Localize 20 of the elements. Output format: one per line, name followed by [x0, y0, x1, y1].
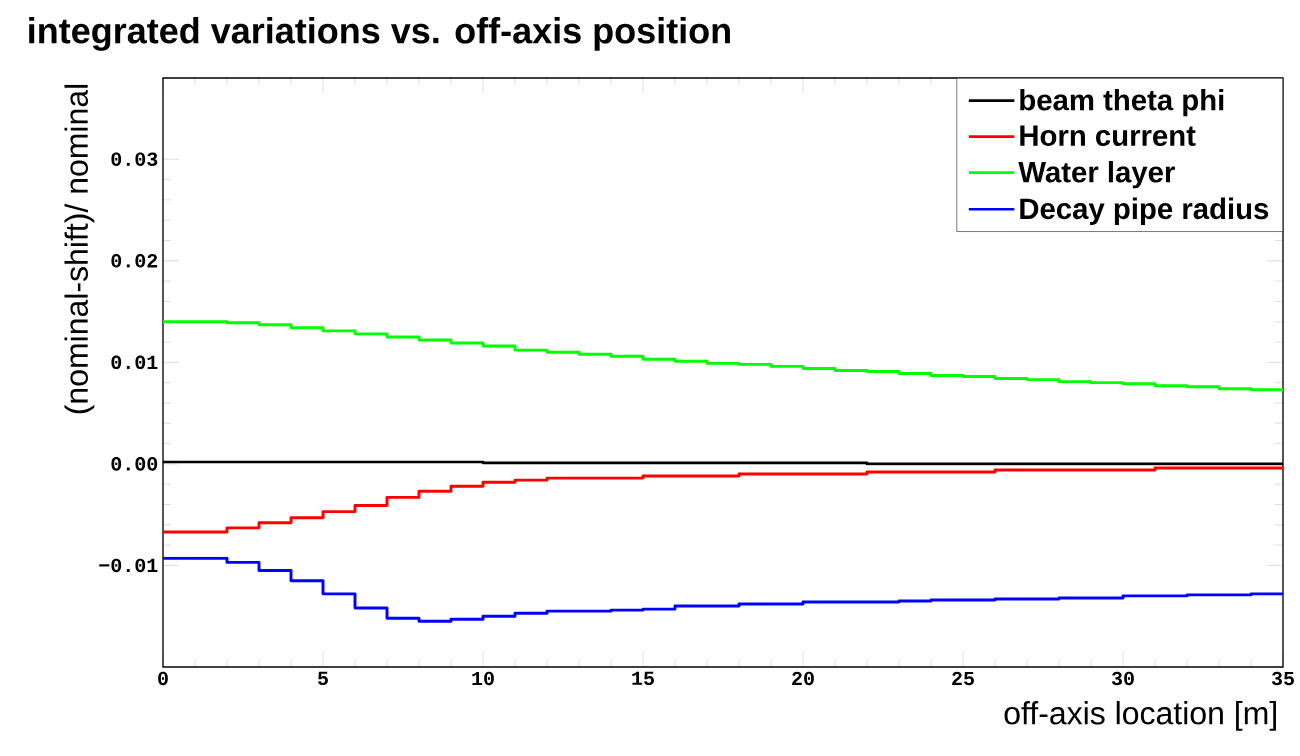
- x-tick-label: 5: [318, 671, 328, 686]
- x-axis-title: off-axis location [m]: [1004, 701, 1276, 731]
- y-tick-label: 0.03: [111, 152, 158, 167]
- x-tick-label: 30: [1111, 671, 1134, 686]
- x-tick-label: 20: [792, 671, 814, 686]
- x-tick-label: 10: [472, 671, 494, 686]
- x-tick-label: 0: [158, 671, 168, 686]
- y-tick-label: 0.00: [111, 457, 158, 471]
- y-tick-label: 0.02: [111, 254, 158, 268]
- y-tick-label: 0.01: [111, 355, 158, 370]
- chart-title: integrated variations vs. off-axis position: [29, 17, 730, 51]
- y-tick-label: −0.01: [99, 558, 158, 573]
- x-tick-label: 35: [1271, 671, 1294, 686]
- legend-label: beam theta phi: [1020, 88, 1224, 117]
- x-tick-label: 15: [632, 671, 654, 686]
- legend-label: Water layer: [1018, 161, 1175, 189]
- legend-label: Decay pipe radius: [1020, 197, 1269, 225]
- legend-label: Horn current: [1020, 125, 1196, 146]
- x-tick-label: 25: [952, 671, 974, 686]
- y-axis-title: (nominal-shift)/ nominal: [64, 84, 95, 414]
